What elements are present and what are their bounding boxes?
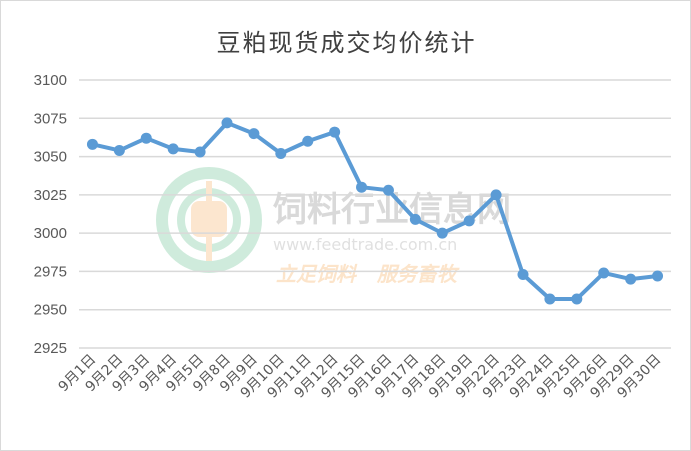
- data-point: [490, 189, 502, 201]
- data-point: [652, 270, 664, 282]
- y-tick-label: 3100: [34, 72, 67, 89]
- data-point: [436, 227, 448, 239]
- data-point: [409, 213, 421, 225]
- y-tick-label: 2975: [34, 263, 67, 280]
- data-point: [329, 126, 341, 138]
- watermark-url: www.feedtrade.com.cn: [273, 235, 457, 254]
- y-tick-label: 2950: [34, 302, 67, 319]
- data-point: [356, 181, 368, 193]
- data-point: [113, 144, 125, 156]
- watermark-slogan: 立足饲料 服务畜牧: [276, 262, 460, 286]
- y-tick-label: 2925: [34, 340, 67, 357]
- data-point: [463, 215, 475, 227]
- data-point: [86, 138, 98, 150]
- y-tick-label: 3075: [34, 110, 67, 127]
- data-point: [598, 267, 610, 279]
- data-point: [517, 268, 529, 280]
- data-point: [571, 293, 583, 305]
- y-tick-label: 3050: [34, 149, 67, 166]
- y-tick-label: 3000: [34, 225, 67, 242]
- watermark-logo: 饲料行业信息网 www.feedtrade.com.cn 立足饲料 服务畜牧: [156, 167, 511, 286]
- data-point: [194, 146, 206, 158]
- data-point: [221, 117, 233, 129]
- data-point: [302, 135, 314, 147]
- data-point: [544, 293, 556, 305]
- data-point: [140, 132, 152, 144]
- series-line: [92, 120, 658, 301]
- y-tick-label: 3025: [34, 187, 67, 204]
- chart-title: 豆粕现货成交均价统计: [216, 29, 477, 57]
- data-point: [275, 148, 287, 160]
- data-point: [625, 273, 637, 285]
- data-point: [382, 184, 394, 196]
- data-point: [248, 128, 260, 140]
- data-point: [167, 143, 179, 155]
